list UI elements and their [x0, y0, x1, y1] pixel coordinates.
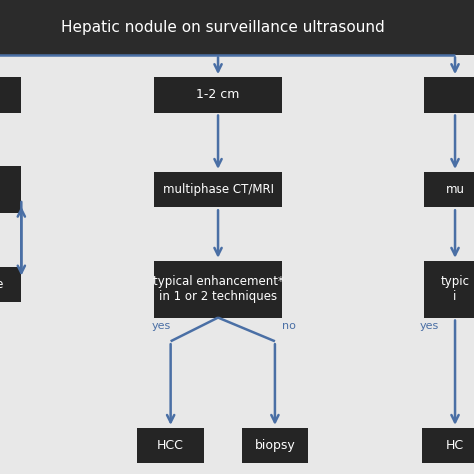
Text: typic
i: typic i [440, 275, 470, 303]
FancyBboxPatch shape [422, 428, 474, 464]
FancyBboxPatch shape [0, 77, 21, 113]
Text: yes: yes [152, 321, 171, 331]
FancyBboxPatch shape [0, 166, 21, 213]
FancyBboxPatch shape [424, 77, 474, 113]
FancyBboxPatch shape [424, 261, 474, 318]
FancyBboxPatch shape [242, 428, 308, 464]
FancyBboxPatch shape [137, 428, 204, 464]
FancyBboxPatch shape [154, 172, 282, 208]
Text: typical enhancement*
in 1 or 2 techniques: typical enhancement* in 1 or 2 technique… [153, 275, 283, 303]
FancyBboxPatch shape [154, 261, 282, 318]
Text: Hepatic nodule on surveillance ultrasound: Hepatic nodule on surveillance ultrasoun… [61, 20, 385, 35]
Text: HCC: HCC [157, 439, 184, 452]
FancyBboxPatch shape [0, 266, 21, 302]
FancyBboxPatch shape [424, 172, 474, 208]
Text: multiphase CT/MRI: multiphase CT/MRI [163, 183, 273, 196]
Text: HC: HC [446, 439, 464, 452]
FancyBboxPatch shape [0, 0, 474, 55]
FancyBboxPatch shape [154, 77, 282, 113]
Text: 1-2 cm: 1-2 cm [196, 88, 240, 101]
Text: mu: mu [446, 183, 465, 196]
Text: able: able [0, 278, 3, 291]
Text: biopsy: biopsy [255, 439, 295, 452]
Text: no: no [282, 321, 296, 331]
Text: yes: yes [419, 321, 438, 331]
